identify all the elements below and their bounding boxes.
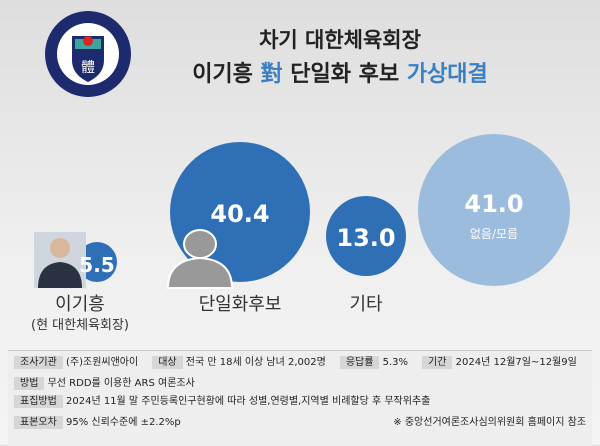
category-label-0: 이기흥: [55, 294, 105, 315]
response-value: 5.3%: [382, 357, 409, 368]
bubble-2: [326, 196, 406, 276]
target-value: 전국 만 18세 이상 남녀 2,002명: [185, 357, 326, 368]
title-candidate: 단일화 후보: [290, 62, 400, 87]
agency-value: (주)조원씨앤아이: [66, 357, 139, 368]
bubble-chart: 5.5 40.4 13.0 41.0 없음/모름: [34, 134, 570, 289]
period-item: 기간 2024년 12월7일~12월9일: [422, 355, 577, 370]
title-matchup: 가상대결: [406, 62, 488, 87]
person-photo: [34, 232, 86, 288]
method-item: 방법 무선 RDD를 이용한 ARS 여론조사: [14, 376, 195, 391]
category-label-2: 기타: [349, 294, 383, 315]
response-item: 응답률 5.3%: [339, 355, 409, 370]
bubble-0: [77, 242, 117, 282]
error-key: 표본오차: [14, 416, 63, 429]
target-key: 대상: [152, 356, 183, 369]
sublabel-3: 없음/모름: [470, 227, 518, 241]
value-label-0: 5.5: [79, 253, 114, 277]
method-value: 무선 RDD를 이용한 ARS 여론조사: [47, 378, 195, 389]
value-label-2: 13.0: [336, 224, 395, 252]
response-key: 응답률: [339, 356, 380, 369]
title-vs: 對: [260, 62, 283, 87]
sampling-key: 표집방법: [14, 395, 63, 408]
agency-item: 조사기관 (주)조원씨앤아이: [14, 355, 138, 370]
period-value: 2024년 12월7일~12월9일: [455, 357, 577, 368]
title-line-2: 이기흥 對 단일화 후보 가상대결: [140, 56, 540, 88]
sampling-item: 표집방법 2024년 11월 말 주민등록인구현황에 따라 성별,연령별,지역별…: [14, 394, 430, 409]
sublabel-0: (현 대한체육회장): [31, 318, 129, 333]
svg-text:體: 體: [81, 60, 95, 76]
title-line-1: 차기 대한체육회장: [259, 28, 421, 52]
person-silhouette-icon: [166, 229, 234, 289]
bubble-3: [418, 134, 570, 286]
method-key: 방법: [14, 377, 45, 390]
error-item: 표본오차 95% 신뢰수준에 ±2.2%p: [14, 415, 181, 430]
sampling-value: 2024년 11월 말 주민등록인구현황에 따라 성별,연령별,지역별 비례할당…: [66, 396, 431, 407]
target-item: 대상 전국 만 18세 이상 남녀 2,002명: [152, 355, 326, 370]
source-note: ※ 중앙선거여론조사심의위원회 홈페이지 참조: [393, 417, 586, 428]
value-label-1: 40.4: [210, 200, 269, 228]
survey-info: 조사기관 (주)조원씨앤아이 대상 전국 만 18세 이상 남녀 2,002명 …: [8, 350, 592, 446]
category-label-1: 단일화후보: [198, 294, 282, 315]
value-label-3: 41.0: [464, 190, 523, 218]
error-value: 95% 신뢰수준에 ±2.2%p: [66, 417, 181, 428]
korea-sports-council-logo: 體: [45, 11, 131, 97]
agency-key: 조사기관: [14, 356, 63, 369]
period-key: 기간: [422, 356, 453, 369]
title-name: 이기흥: [192, 62, 253, 87]
